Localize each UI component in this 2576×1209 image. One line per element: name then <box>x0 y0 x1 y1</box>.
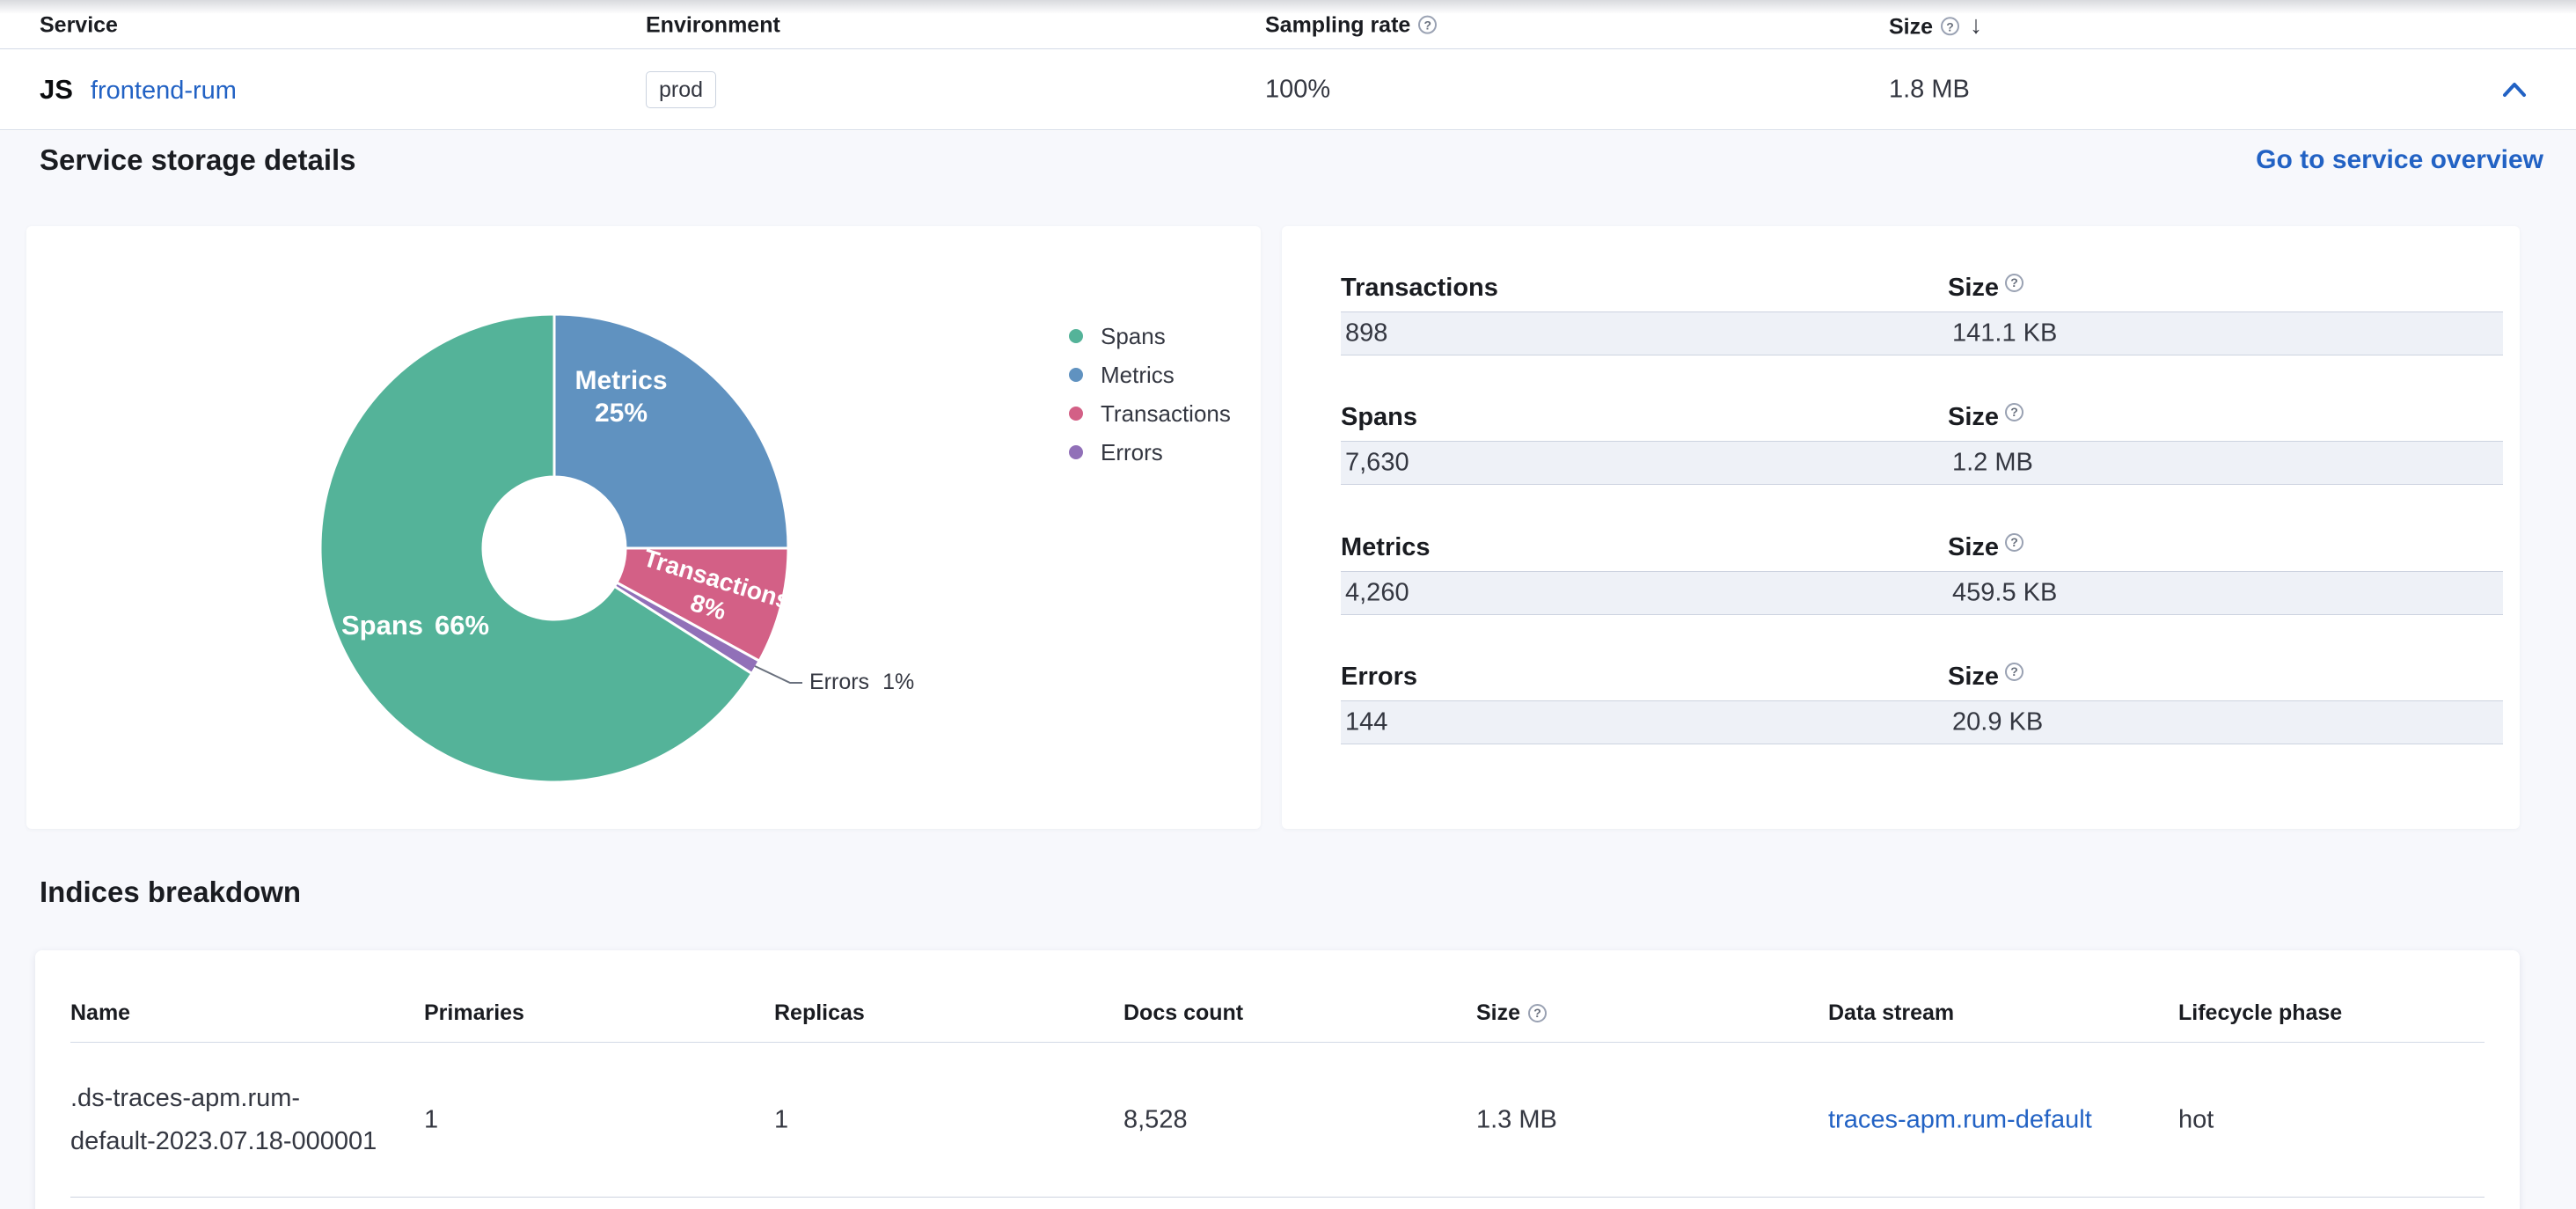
legend-dot-icon <box>1069 368 1083 382</box>
stat-label: Errors <box>1341 663 1418 691</box>
stat-count: 898 <box>1345 319 1388 348</box>
index-row: .ds-traces-apm.rum-default-2023.07.18-00… <box>70 1043 2485 1198</box>
legend-item-metrics[interactable]: Metrics <box>1069 355 1231 394</box>
replicas-cell: 1 <box>774 1105 789 1133</box>
legend-label: Metrics <box>1101 361 1175 388</box>
section-title: Service storage details <box>40 143 356 176</box>
stat-size-label: Size? <box>1948 402 2024 432</box>
stat-size-value: 459.5 KB <box>1952 578 2058 607</box>
service-storage-details-section: Service storage details Go to service ov… <box>0 131 2576 1209</box>
storage-donut-panel: Metrics 25% Spans 66% Transactions 8% Err… <box>26 226 1261 829</box>
col-header-environment[interactable]: Environment <box>646 12 780 38</box>
stat-value-row: 898 141.1 KB <box>1341 311 2503 355</box>
col-header-service[interactable]: Service <box>40 12 118 38</box>
col-header-replicas: Replicas <box>774 1000 865 1025</box>
services-table: Service Environment Sampling rate? Size?… <box>0 0 2576 130</box>
legend-item-transactions[interactable]: Transactions <box>1069 394 1231 433</box>
service-cell: JS frontend-rum <box>40 74 237 106</box>
stat-label: Metrics <box>1341 533 1431 561</box>
stat-size-label: Size? <box>1948 662 2024 692</box>
stat-count: 7,630 <box>1345 448 1409 477</box>
stat-label: Transactions <box>1341 274 1498 302</box>
stat-value-row: 4,260 459.5 KB <box>1341 571 2503 615</box>
chart-legend: Spans Metrics Transactions Errors <box>1069 317 1231 472</box>
storage-stats-panel: Transactions Size? 898 141.1 KB Spans Si… <box>1282 226 2520 829</box>
sampling-rate-cell: 100% <box>1265 75 1331 103</box>
collapse-row-button[interactable] <box>2495 72 2534 111</box>
stat-count: 4,260 <box>1345 578 1409 607</box>
col-header-primaries: Primaries <box>424 1000 524 1025</box>
indices-breakdown-card: Name Primaries Replicas Docs count Size?… <box>35 950 2520 1209</box>
help-icon[interactable]: ? <box>2005 273 2024 292</box>
legend-dot-icon <box>1069 445 1083 459</box>
legend-label: Errors <box>1101 438 1163 465</box>
stat-value-row: 7,630 1.2 MB <box>1341 441 2503 485</box>
help-icon[interactable]: ? <box>2005 662 2024 681</box>
col-header-docs-count: Docs count <box>1123 1000 1244 1025</box>
index-name-cell: .ds-traces-apm.rum-default-2023.07.18-00… <box>70 1083 377 1155</box>
service-row: JS frontend-rum prod 100% 1.8 MB <box>0 49 2576 130</box>
stat-count: 144 <box>1345 707 1388 736</box>
legend-dot-icon <box>1069 407 1083 421</box>
help-icon[interactable]: ? <box>2005 532 2024 552</box>
indices-breakdown-title: Indices breakdown <box>40 876 302 908</box>
size-cell: 1.8 MB <box>1889 75 1970 103</box>
legend-item-errors[interactable]: Errors <box>1069 433 1231 472</box>
col-header-lifecycle-phase: Lifecycle phase <box>2178 1000 2343 1025</box>
donut-chart <box>318 312 790 784</box>
col-header-name: Name <box>70 1000 131 1025</box>
donut-slice-spans[interactable] <box>318 312 754 784</box>
col-header-size: Size? <box>1476 1000 1548 1026</box>
legend-dot-icon <box>1069 329 1083 343</box>
size-cell: 1.3 MB <box>1476 1105 1557 1133</box>
indices-table-header: Name Primaries Replicas Docs count Size?… <box>70 950 2485 1043</box>
indices-table: Name Primaries Replicas Docs count Size?… <box>70 950 2485 1198</box>
services-table-header: Service Environment Sampling rate? Size?… <box>0 0 2576 49</box>
stat-value-row: 144 20.9 KB <box>1341 700 2503 744</box>
service-link[interactable]: frontend-rum <box>90 76 237 105</box>
donut-slice-metrics[interactable] <box>553 312 790 550</box>
stat-group-errors: Errors Size? 144 20.9 KB <box>1341 655 2503 744</box>
environment-cell: prod <box>646 70 717 108</box>
sort-descending-icon: ↓ <box>1970 10 1983 38</box>
stat-size-label: Size? <box>1948 532 2024 562</box>
col-header-data-stream: Data stream <box>1828 1000 1955 1025</box>
stat-size-value: 141.1 KB <box>1952 319 2058 348</box>
lifecycle-phase-cell: hot <box>2178 1105 2214 1133</box>
slice-label-errors: Errors 1% <box>809 670 915 694</box>
chevron-up-icon <box>2503 82 2526 97</box>
javascript-agent-icon: JS <box>40 73 73 105</box>
legend-label: Transactions <box>1101 399 1231 427</box>
legend-label: Spans <box>1101 322 1166 349</box>
docs-count-cell: 8,528 <box>1123 1105 1188 1133</box>
stat-group-metrics: Metrics Size? 4,260 459.5 KB <box>1341 525 2503 615</box>
stat-label: Spans <box>1341 403 1418 431</box>
primaries-cell: 1 <box>424 1105 439 1133</box>
stat-group-spans: Spans Size? 7,630 1.2 MB <box>1341 395 2503 485</box>
go-to-service-overview-link[interactable]: Go to service overview <box>2256 145 2543 174</box>
stat-group-transactions: Transactions Size? 898 141.1 KB <box>1341 266 2503 355</box>
stat-size-value: 1.2 MB <box>1952 448 2033 477</box>
section-header: Service storage details Go to service ov… <box>40 131 2543 189</box>
legend-item-spans[interactable]: Spans <box>1069 317 1231 355</box>
help-icon[interactable]: ? <box>1528 1003 1548 1022</box>
help-icon[interactable]: ? <box>1941 17 1960 36</box>
environment-badge: prod <box>646 70 717 108</box>
data-stream-link[interactable]: traces-apm.rum-default <box>1828 1105 2092 1133</box>
col-header-sampling-rate[interactable]: Sampling rate? <box>1265 12 1438 38</box>
stat-size-label: Size? <box>1948 273 2024 303</box>
help-icon[interactable]: ? <box>2005 402 2024 421</box>
col-header-size[interactable]: Size? ↓ <box>1889 10 1983 39</box>
help-icon[interactable]: ? <box>1418 15 1438 34</box>
stat-size-value: 20.9 KB <box>1952 707 2044 736</box>
